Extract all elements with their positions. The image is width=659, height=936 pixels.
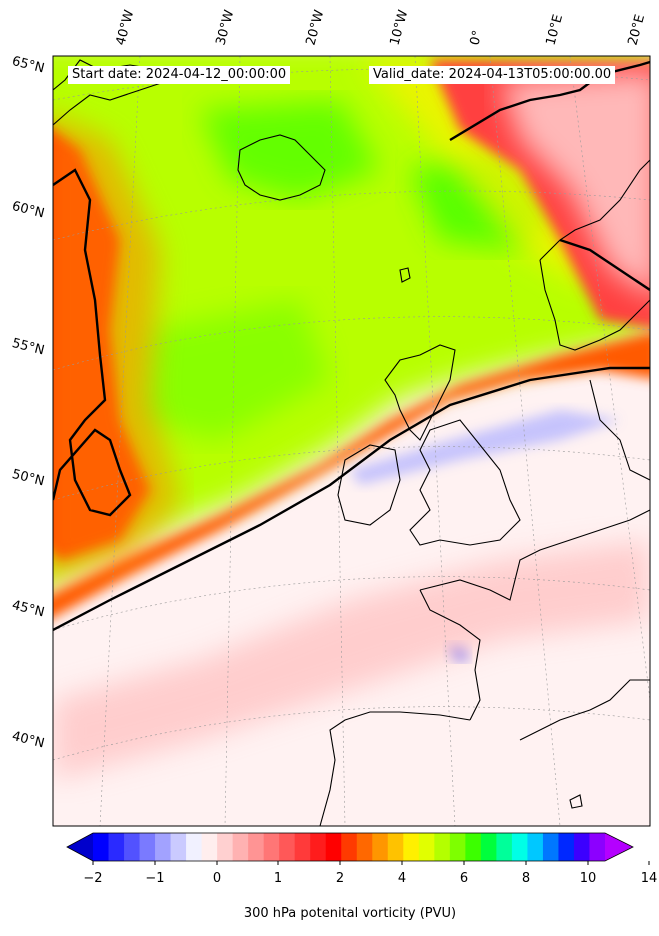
colorbar-swatch bbox=[527, 833, 544, 861]
colorbar-tick-label: 6 bbox=[459, 871, 469, 886]
colorbar-swatch bbox=[558, 833, 575, 861]
colorbar-swatch bbox=[310, 833, 327, 861]
coastline-britain bbox=[409, 419, 521, 546]
pv-fill-pink-streaks bbox=[53, 540, 650, 780]
pv-fill-green-patch bbox=[200, 100, 380, 200]
colorbar-outline bbox=[66, 832, 634, 862]
colorbar-swatch bbox=[511, 833, 528, 861]
colorbar-swatch bbox=[201, 833, 218, 861]
pv-fill-ne-interior bbox=[500, 70, 650, 294]
colorbar-tick-label: 8 bbox=[521, 871, 531, 886]
valid-date-label: Valid_date: 2024-04-13T05:00:00.00 bbox=[369, 66, 616, 84]
coastline-france bbox=[419, 509, 650, 601]
coastline-mediterranean bbox=[519, 679, 650, 741]
colorbar-swatch bbox=[341, 833, 358, 861]
colorbar-extend-under bbox=[67, 833, 93, 861]
colorbar-tick-label: 2 bbox=[335, 871, 345, 886]
map-area bbox=[53, 56, 650, 826]
colorbar-swatch bbox=[403, 833, 420, 861]
coastline-scandinavia bbox=[539, 159, 650, 261]
colorbar-swatch bbox=[387, 833, 404, 861]
coastline-iceland bbox=[237, 134, 326, 201]
coastline-faroes bbox=[399, 267, 411, 283]
pv-fill-yellow-ridge bbox=[360, 60, 610, 290]
colorbar-swatch bbox=[465, 833, 482, 861]
colorbar bbox=[66, 832, 650, 865]
colorbar-swatch bbox=[139, 833, 156, 861]
colorbar-swatch bbox=[480, 833, 497, 861]
colorbar-tick-label: 0 bbox=[212, 871, 222, 886]
coastline-corsica bbox=[569, 794, 583, 809]
colorbar-swatch bbox=[108, 833, 125, 861]
colorbar-tick-label: 4 bbox=[397, 871, 407, 886]
coastline-biscay bbox=[419, 589, 481, 721]
coastline-iberia bbox=[319, 711, 471, 826]
colorbar-swatch bbox=[232, 833, 249, 861]
colorbar-swatch bbox=[356, 833, 373, 861]
coastline-continent-north bbox=[589, 379, 650, 481]
colorbar-swatch bbox=[155, 833, 172, 861]
colorbar-swatch bbox=[93, 833, 110, 861]
colorbar-extend-over bbox=[605, 833, 633, 861]
colorbar-swatch bbox=[589, 833, 606, 861]
pv-2-contours bbox=[53, 60, 650, 632]
colorbar-tick-label: 10 bbox=[579, 871, 597, 886]
colorbar-swatch bbox=[542, 833, 559, 861]
coastline-norway-south bbox=[539, 259, 650, 351]
colorbar-swatch bbox=[418, 833, 435, 861]
colorbar-swatch bbox=[186, 833, 203, 861]
coastline-ireland bbox=[337, 444, 401, 526]
colorbar-tick-label: 14 bbox=[640, 871, 658, 886]
colorbar-swatch bbox=[124, 833, 141, 861]
colorbar-swatch bbox=[263, 833, 280, 861]
colorbar-tick-label: 1 bbox=[273, 871, 283, 886]
coastlines bbox=[53, 59, 650, 826]
colorbar-swatch bbox=[573, 833, 590, 861]
colorbar-swatch bbox=[496, 833, 513, 861]
pv-fill-west-lobe-outer bbox=[53, 115, 180, 578]
map-frame bbox=[52, 55, 651, 827]
pv-fill-jet-band bbox=[53, 332, 650, 618]
map-gridlines bbox=[53, 56, 650, 826]
colorbar-swatch bbox=[279, 833, 296, 861]
colorbar-swatch bbox=[434, 833, 451, 861]
colorbar-tick-label: −2 bbox=[83, 871, 103, 886]
start-date-label: Start date: 2024-04-12_00:00:00 bbox=[68, 66, 291, 84]
colorbar-swatch bbox=[449, 833, 466, 861]
colorbar-swatch bbox=[372, 833, 389, 861]
colorbar-tick-label: −1 bbox=[145, 871, 165, 886]
colorbar-swatch bbox=[294, 833, 311, 861]
colorbar-title: 300 hPa potenital vorticity (PVU) bbox=[243, 906, 457, 921]
colorbar-swatch bbox=[325, 833, 342, 861]
colorbar-swatch bbox=[217, 833, 234, 861]
coastline-scotland bbox=[384, 344, 456, 441]
pv-fill-green-patch-3 bbox=[140, 300, 330, 440]
colorbar-swatch bbox=[170, 833, 187, 861]
colorbar-swatch bbox=[248, 833, 265, 861]
